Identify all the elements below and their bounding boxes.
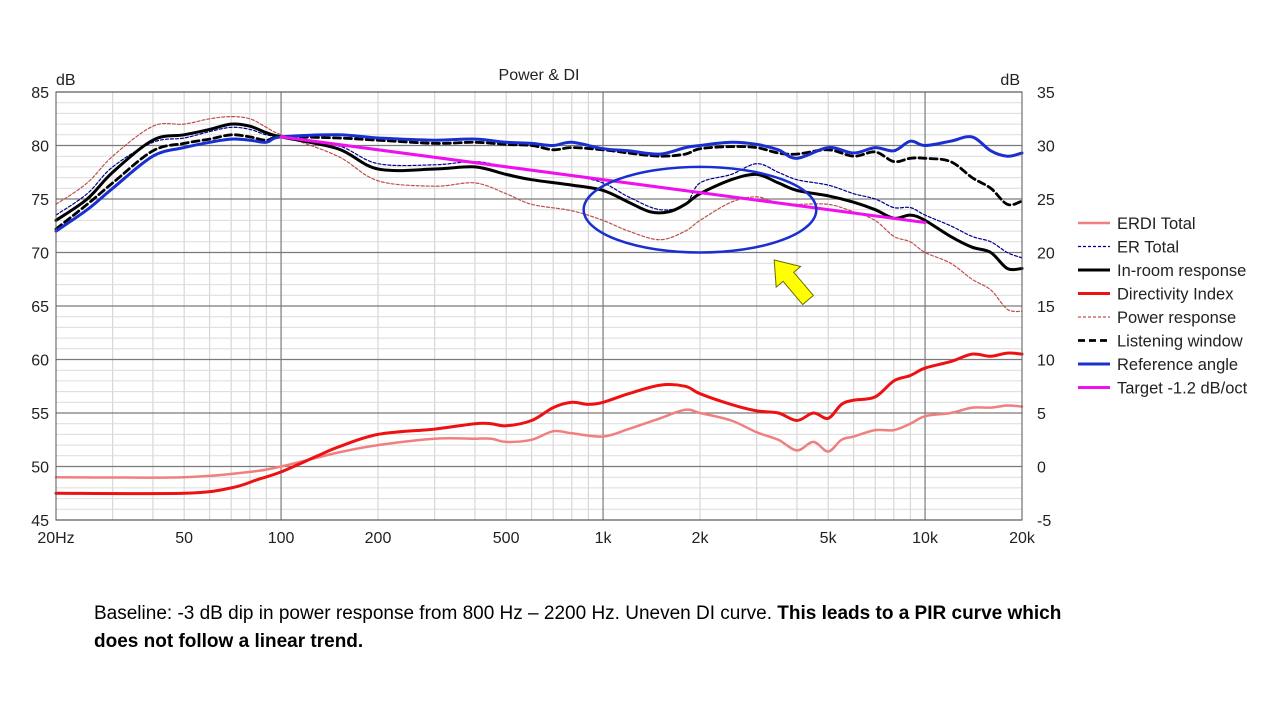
x-tick-label: 100 — [268, 530, 295, 547]
y-left-tick-label: 65 — [31, 299, 49, 316]
series-line-target-1-2-db-oct — [279, 135, 927, 224]
y-right-tick-label: 35 — [1037, 85, 1055, 102]
x-tick-label: 500 — [493, 530, 520, 547]
series-line-directivity-index — [54, 351, 1024, 496]
legend-label: ER Total — [1117, 239, 1179, 257]
series-line-er-total — [55, 126, 1023, 259]
plot-border — [55, 91, 1023, 521]
y-left-tick-label: 80 — [31, 139, 49, 156]
legend-label: In-room response — [1117, 262, 1246, 280]
legend-label: ERDI Total — [1117, 215, 1196, 233]
y-right-tick-label: 25 — [1037, 192, 1055, 209]
x-tick-label: 50 — [175, 530, 193, 547]
x-tick-label: 20k — [1009, 530, 1036, 547]
y-right-tick-label: 5 — [1037, 406, 1046, 423]
legend: ERDI Total ER Total In-room response Direct… — [1078, 215, 1248, 398]
y-right-tick-label: 15 — [1037, 299, 1055, 316]
series-line-reference-angle — [54, 133, 1024, 233]
series-layer — [54, 116, 1024, 496]
y-left-tick-label: 50 — [31, 460, 49, 477]
arrow-shape — [773, 259, 815, 306]
y-right-ticks: -5 0 5 10 15 20 25 30 35 — [1037, 85, 1055, 530]
x-tick-label: 200 — [365, 530, 392, 547]
y-left-tick-label: 55 — [31, 406, 49, 423]
annotation-layer — [582, 165, 818, 306]
x-tick-label: 5k — [820, 530, 838, 547]
y-right-tick-label: 10 — [1037, 353, 1055, 370]
y-left-tick-label: 85 — [31, 85, 49, 102]
x-ticks: 20Hz 50 100 200 500 1k 2k 5k 10k 20k — [37, 530, 1036, 547]
y-right-unit: dB — [1000, 72, 1020, 89]
y-left-tick-label: 60 — [31, 353, 49, 370]
highlight-ellipse — [582, 165, 818, 254]
y-right-tick-label: 20 — [1037, 246, 1055, 263]
x-tick-label: 10k — [912, 530, 939, 547]
series-line-power-response — [55, 116, 1023, 313]
x-tick-label: 2k — [692, 530, 710, 547]
y-left-tick-label: 75 — [31, 192, 49, 209]
x-tick-label: 20Hz — [37, 530, 74, 547]
caption-bold: This leads to a PIR curve which does not… — [94, 603, 1062, 652]
y-left-tick-label: 45 — [31, 513, 49, 530]
y-left-ticks: 45 50 55 60 65 70 75 80 85 — [31, 85, 49, 530]
chart-title: Power & DI — [499, 67, 580, 84]
y-left-unit: dB — [56, 72, 76, 89]
legend-label: Power response — [1117, 309, 1236, 327]
y-right-tick-label: -5 — [1037, 513, 1051, 530]
legend-label: Directivity Index — [1117, 286, 1234, 304]
legend-label: Listening window — [1117, 333, 1243, 351]
y-right-tick-label: 30 — [1037, 139, 1055, 156]
caption-plain: Baseline: -3 dB dip in power response fr… — [94, 603, 778, 624]
caption: Baseline: -3 dB dip in power response fr… — [94, 600, 1094, 656]
series-line-in-room-response — [54, 122, 1024, 272]
y-left-tick-label: 70 — [31, 246, 49, 263]
legend-label: Reference angle — [1117, 356, 1238, 374]
x-tick-label: 1k — [595, 530, 613, 547]
callout-arrow — [773, 259, 815, 306]
y-right-tick-label: 0 — [1037, 460, 1046, 477]
series-line-erdi-total — [54, 404, 1024, 479]
legend-label: Target -1.2 dB/oct — [1117, 380, 1248, 398]
